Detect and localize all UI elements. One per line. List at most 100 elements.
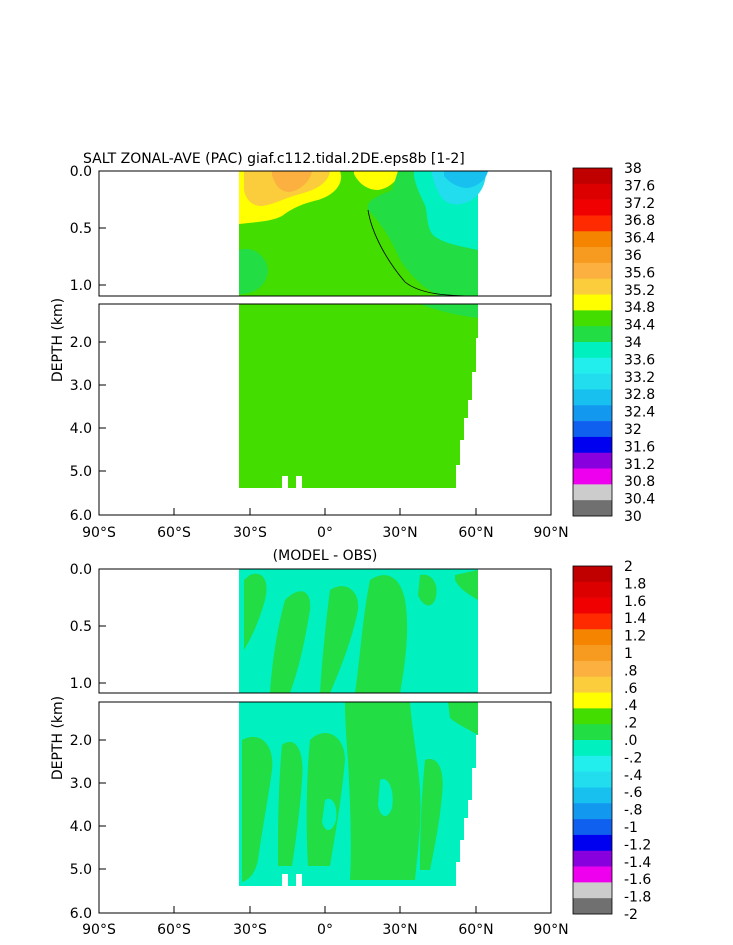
x-tick-label: 60°S: [157, 525, 191, 541]
colorbar-label: .4: [624, 698, 637, 714]
y-axis: 0.0 0.5 1.0 2.0 3.0 4.0 5.0 6.0: [70, 562, 106, 922]
colorbar-label: -.2: [624, 750, 642, 766]
colorbar-swatch: [573, 373, 612, 390]
y-tick-label: 3.0: [70, 378, 92, 394]
contour-35.6-south: [272, 171, 312, 192]
colorbar-label: 33.2: [624, 370, 655, 386]
colorbar-label: .6: [624, 681, 637, 697]
colorbar-swatch: [573, 452, 612, 469]
y-tick-label: 5.0: [70, 862, 92, 878]
diff-panel: (MODEL - OBS): [50, 548, 651, 938]
colorbar-swatch: [573, 645, 612, 662]
colorbar-swatch: [573, 819, 612, 836]
colorbar-label: 32.4: [624, 405, 655, 421]
colorbar-swatch: [573, 866, 612, 883]
colorbar-label: 37.6: [624, 178, 655, 194]
colorbar-label: 2: [624, 559, 633, 575]
colorbar-swatch: [573, 755, 612, 772]
colorbar-label: 32.8: [624, 387, 655, 403]
colorbar-label: 30.8: [624, 474, 655, 490]
colorbar-swatch: [573, 183, 612, 200]
upper-diff-field: [239, 569, 478, 693]
colorbar-swatch: [573, 629, 612, 646]
colorbar-label: 31.2: [624, 457, 655, 473]
x-tick-label: 60°S: [157, 922, 191, 938]
x-tick-label: 0°: [317, 922, 333, 938]
y-tick-label: 4.0: [70, 421, 92, 437]
x-axis: 90°S 60°S 30°S 0° 30°N 60°N 90°N: [82, 906, 569, 938]
colorbar-swatch: [573, 676, 612, 693]
colorbar-swatch: [573, 436, 612, 454]
y-axis-label: DEPTH (km): [50, 298, 66, 382]
colorbar-swatch: [573, 326, 612, 343]
y-tick-label: 1.0: [70, 278, 92, 294]
colorbar-label: 34: [624, 335, 642, 351]
y-tick-label: 6.0: [70, 906, 92, 922]
colorbar-label: 31.6: [624, 439, 655, 455]
y-tick-label: 0.5: [70, 221, 92, 237]
colorbar-swatch: [573, 405, 612, 422]
colorbar-label: 32: [624, 422, 642, 438]
colorbar-swatch: [573, 278, 612, 295]
colorbar-label: 36.4: [624, 231, 655, 247]
colorbar-label: -.8: [624, 803, 642, 819]
x-tick-label: 30°N: [382, 525, 417, 541]
y-axis-label: DEPTH (km): [50, 696, 66, 780]
upper-section-field: [239, 171, 488, 297]
colorbar-swatch: [573, 566, 612, 583]
colorbar-label: 34.4: [624, 318, 655, 334]
colorbar-label: 38: [624, 161, 642, 177]
y-tick-label: 0.0: [70, 562, 92, 578]
upper-axes-frame: [98, 170, 552, 297]
y-tick-label: 5.0: [70, 464, 92, 480]
colorbar-label: -.4: [624, 768, 643, 784]
x-tick-label: 90°S: [82, 922, 116, 938]
colorbar-label: 34.8: [624, 300, 655, 316]
colorbar-swatch: [573, 342, 612, 359]
colorbar-swatch: [573, 660, 612, 678]
colorbar-label: 1: [624, 646, 633, 662]
x-tick-label: 90°N: [533, 922, 568, 938]
colorbar-swatch: [573, 215, 612, 232]
upper-axes-frame: [98, 568, 552, 694]
colorbar-swatch: [573, 597, 612, 614]
colorbar-label: 30: [624, 509, 642, 525]
colorbar-swatch: [573, 803, 612, 820]
y-tick-label: 0.0: [70, 164, 92, 180]
x-tick-label: 60°N: [458, 922, 493, 938]
colorbar-label: .2: [624, 716, 637, 732]
colorbar-diff: 21.81.61.41.21.8.6.4.2.0-.2-.4-.6-.8-1-1…: [572, 559, 651, 923]
colorbar-label: -1.2: [624, 837, 651, 853]
colorbar-label: 30.4: [624, 492, 655, 508]
x-tick-label: 30°S: [233, 922, 267, 938]
y-tick-label: 2.0: [70, 335, 92, 351]
colorbar-swatch: [573, 882, 612, 899]
colorbar-label: -1.6: [624, 872, 651, 888]
colorbar-label: 37.2: [624, 196, 655, 212]
colorbar-swatch: [573, 484, 612, 501]
colorbar-swatch: [573, 294, 612, 311]
y-tick-label: 2.0: [70, 733, 92, 749]
y-tick-label: 4.0: [70, 819, 92, 835]
colorbar-swatch: [573, 708, 612, 725]
chart-title: SALT ZONAL-AVE (PAC) giaf.c112.tidal.2DE…: [83, 151, 465, 167]
colorbar-swatch: [573, 231, 612, 248]
colorbar-swatch: [573, 692, 612, 709]
colorbar-swatch: [573, 613, 612, 630]
y-axis: 0.0 0.5 1.0 2.0 3.0 4.0 5.0 6.0: [70, 164, 106, 524]
salt-panel: SALT ZONAL-AVE (PAC) giaf.c112.tidal.2DE…: [50, 151, 655, 541]
colorbar-label: .8: [624, 663, 637, 679]
y-tick-label: 3.0: [70, 776, 92, 792]
colorbar-swatch: [573, 310, 612, 327]
colorbar-swatch: [573, 468, 612, 485]
colorbar-salt: 3837.637.236.836.43635.635.234.834.43433…: [572, 161, 655, 525]
colorbar-swatch: [573, 740, 612, 757]
colorbar-label: 36.8: [624, 213, 655, 229]
lower-section-field: [239, 304, 478, 488]
colorbar-swatch: [573, 389, 612, 406]
x-tick-label: 90°N: [533, 525, 568, 541]
colorbar-swatch: [573, 500, 612, 517]
colorbar-label: 33.6: [624, 352, 655, 368]
x-axis: 90°S 60°S 30°S 0° 30°N 60°N 90°N: [82, 508, 569, 541]
contour-32.8-north: [444, 171, 488, 188]
